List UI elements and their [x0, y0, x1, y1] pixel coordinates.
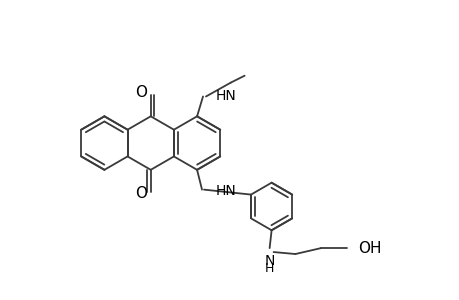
Text: O: O [134, 186, 146, 201]
Text: H: H [264, 262, 274, 275]
Text: N: N [264, 254, 274, 268]
Text: OH: OH [357, 241, 381, 256]
Text: HN: HN [215, 88, 236, 103]
Text: O: O [134, 85, 146, 100]
Text: HN: HN [215, 184, 236, 198]
